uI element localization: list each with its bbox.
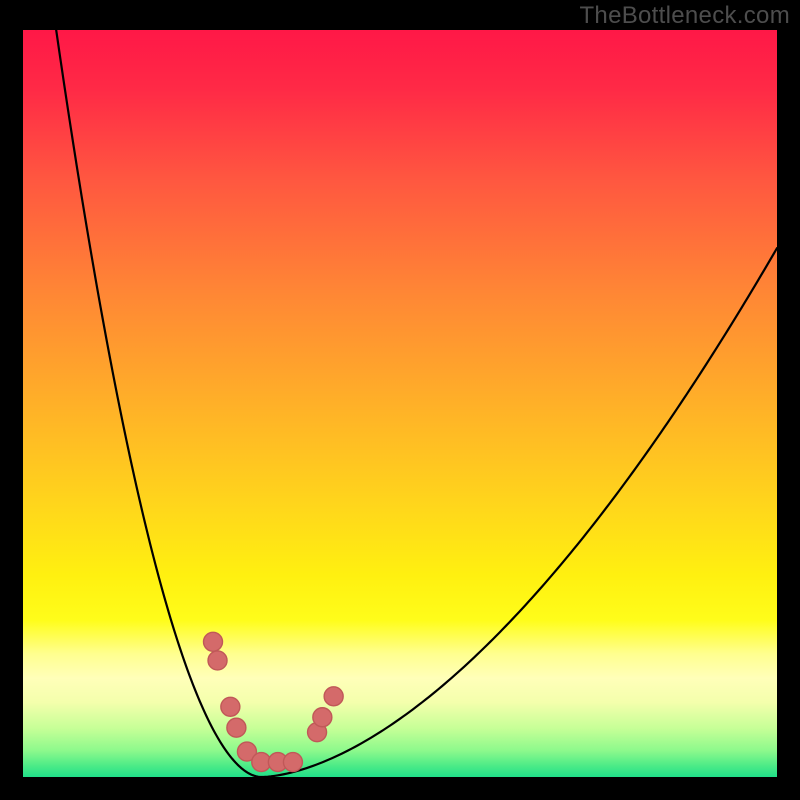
curve-marker (313, 708, 332, 727)
curve-marker (208, 651, 227, 670)
gradient-background (23, 30, 777, 777)
watermark-text: TheBottleneck.com (579, 2, 790, 30)
curve-marker (283, 753, 302, 772)
curve-marker (227, 718, 246, 737)
plot-area (23, 30, 777, 777)
curve-marker (204, 632, 223, 651)
plot-frame (23, 30, 777, 777)
curve-marker (221, 697, 240, 716)
chart-stage: TheBottleneck.com (0, 0, 800, 800)
curve-marker (324, 687, 343, 706)
